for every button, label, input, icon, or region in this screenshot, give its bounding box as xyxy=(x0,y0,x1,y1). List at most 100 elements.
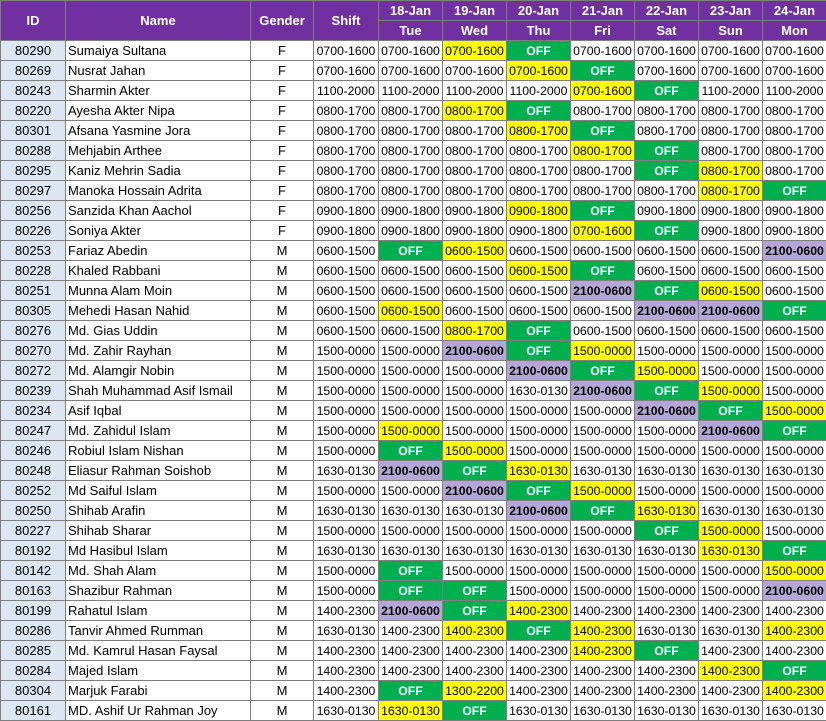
employee-name-cell: Md Hasibul Islam xyxy=(65,540,251,561)
day-shift-cell: 0800-1700 xyxy=(378,120,443,141)
employee-name-cell: Asif Iqbal xyxy=(65,400,251,421)
day-shift-cell: 1100-2000 xyxy=(762,80,826,101)
day-shift-cell: OFF xyxy=(442,460,507,481)
day-shift-cell: 1300-2200 xyxy=(442,680,507,701)
default-shift-cell: 1400-2300 xyxy=(313,660,379,681)
employee-id-cell: 80276 xyxy=(0,320,66,341)
header-date: 23-Jan xyxy=(698,0,763,21)
employee-id-cell: 80256 xyxy=(0,200,66,221)
header-shift: Shift xyxy=(313,0,379,41)
day-shift-cell: 1630-0130 xyxy=(506,540,571,561)
employee-id-cell: 80301 xyxy=(0,120,66,141)
day-shift-cell: OFF xyxy=(570,60,635,81)
employee-name-cell: Sanzida Khan Aachol xyxy=(65,200,251,221)
day-shift-cell: 1500-0000 xyxy=(698,440,763,461)
day-shift-cell: 0700-1600 xyxy=(634,40,699,61)
employee-id-cell: 80248 xyxy=(0,460,66,481)
employee-id-cell: 80247 xyxy=(0,420,66,441)
table-row: 80239 Shah Muhammad Asif Ismail M 1500-0000… xyxy=(0,380,826,401)
employee-id-cell: 80284 xyxy=(0,660,66,681)
header-weekday: Mon xyxy=(762,20,826,41)
gender-cell: M xyxy=(250,340,314,361)
day-shift-cell: 1500-0000 xyxy=(634,440,699,461)
day-shift-cell: 0800-1700 xyxy=(442,100,507,121)
day-shift-cell: 0800-1700 xyxy=(762,100,826,121)
day-shift-cell: 1630-0130 xyxy=(634,540,699,561)
day-shift-cell: 1500-0000 xyxy=(506,440,571,461)
header-date: 20-Jan xyxy=(506,0,571,21)
day-shift-cell: 1500-0000 xyxy=(442,360,507,381)
day-shift-cell: 0900-1800 xyxy=(442,220,507,241)
day-shift-cell: 1400-2300 xyxy=(442,660,507,681)
day-shift-cell: 0700-1600 xyxy=(762,40,826,61)
day-shift-cell: 0800-1700 xyxy=(634,180,699,201)
default-shift-cell: 1500-0000 xyxy=(313,480,379,501)
day-shift-cell: 0700-1600 xyxy=(762,60,826,81)
default-shift-cell: 1630-0130 xyxy=(313,460,379,481)
day-shift-cell: OFF xyxy=(378,580,443,601)
gender-cell: M xyxy=(250,640,314,661)
day-shift-cell: OFF xyxy=(442,700,507,721)
employee-name-cell: Marjuk Farabi xyxy=(65,680,251,701)
day-shift-cell: 0800-1700 xyxy=(762,140,826,161)
default-shift-cell: 0600-1500 xyxy=(313,300,379,321)
table-row: 80246 Robiul Islam Nishan M 1500-0000 OFF 150… xyxy=(0,440,826,461)
day-shift-cell: 1500-0000 xyxy=(506,420,571,441)
day-shift-cell: 2100-0600 xyxy=(762,580,826,601)
day-shift-cell: 0600-1500 xyxy=(378,320,443,341)
day-shift-cell: 2100-0600 xyxy=(442,480,507,501)
default-shift-cell: 1500-0000 xyxy=(313,380,379,401)
default-shift-cell: 1630-0130 xyxy=(313,620,379,641)
day-shift-cell: 1630-0130 xyxy=(442,500,507,521)
employee-id-cell: 80250 xyxy=(0,500,66,521)
gender-cell: M xyxy=(250,420,314,441)
employee-id-cell: 80251 xyxy=(0,280,66,301)
day-shift-cell: 1630-0130 xyxy=(506,460,571,481)
default-shift-cell: 1500-0000 xyxy=(313,400,379,421)
day-shift-cell: 1500-0000 xyxy=(698,560,763,581)
day-shift-cell: 1400-2300 xyxy=(442,620,507,641)
employee-name-cell: Khaled Rabbani xyxy=(65,260,251,281)
employee-id-cell: 80270 xyxy=(0,340,66,361)
header-row-weekdays: Tue Wed Thu Fri Sat Sun Mon xyxy=(1,20,826,41)
day-shift-cell: 0600-1500 xyxy=(570,240,635,261)
gender-cell: F xyxy=(250,60,314,81)
day-shift-cell: 0900-1800 xyxy=(442,200,507,221)
day-shift-cell: 1400-2300 xyxy=(698,600,763,621)
day-shift-cell: OFF xyxy=(634,140,699,161)
day-shift-cell: 0900-1800 xyxy=(378,220,443,241)
day-shift-cell: 1100-2000 xyxy=(442,80,507,101)
employee-name-cell: Md. Shah Alam xyxy=(65,560,251,581)
day-shift-cell: 0800-1700 xyxy=(442,160,507,181)
day-shift-cell: 1630-0130 xyxy=(634,620,699,641)
day-shift-cell: 0700-1600 xyxy=(634,60,699,81)
day-shift-cell: 0900-1800 xyxy=(698,220,763,241)
day-shift-cell: OFF xyxy=(506,480,571,501)
day-shift-cell: 1500-0000 xyxy=(378,400,443,421)
day-shift-cell: 0600-1500 xyxy=(570,300,635,321)
default-shift-cell: 0700-1600 xyxy=(313,60,379,81)
day-shift-cell: 1500-0000 xyxy=(634,560,699,581)
default-shift-cell: 0600-1500 xyxy=(313,240,379,261)
table-row: 80297 Manoka Hossain Adrita F 0800-1700 0800… xyxy=(0,180,826,201)
table-row: 80227 Shihab Sharar M 1500-0000 1500-0000 150… xyxy=(0,520,826,541)
day-shift-cell: 0600-1500 xyxy=(762,320,826,341)
day-shift-cell: 1400-2300 xyxy=(506,640,571,661)
day-shift-cell: OFF xyxy=(570,500,635,521)
table-row: 80248 Eliasur Rahman Soishob M 1630-0130 210… xyxy=(0,460,826,481)
day-shift-cell: OFF xyxy=(634,640,699,661)
day-shift-cell: 1400-2300 xyxy=(762,600,826,621)
day-shift-cell: 1400-2300 xyxy=(698,680,763,701)
day-shift-cell: 1500-0000 xyxy=(378,480,443,501)
table-row: 80251 Munna Alam Moin M 0600-1500 0600-1500 0… xyxy=(0,280,826,301)
roster-body: 80290 Sumaiya Sultana F 0700-1600 0700-1600 0… xyxy=(0,40,826,721)
day-shift-cell: 1630-0130 xyxy=(570,460,635,481)
employee-name-cell: Fariaz Abedin xyxy=(65,240,251,261)
day-shift-cell: 1400-2300 xyxy=(378,660,443,681)
gender-cell: M xyxy=(250,400,314,421)
gender-cell: F xyxy=(250,100,314,121)
table-row: 80285 Md. Kamrul Hasan Faysal M 1400-2300 14… xyxy=(0,640,826,661)
day-shift-cell: 1500-0000 xyxy=(378,360,443,381)
day-shift-cell: 0700-1600 xyxy=(442,60,507,81)
